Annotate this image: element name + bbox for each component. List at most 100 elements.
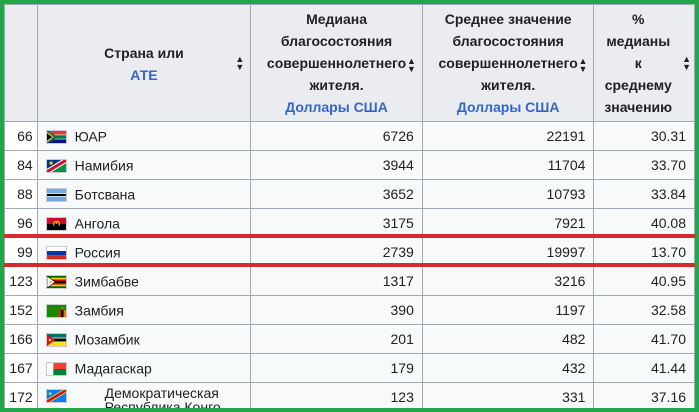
botswana-flag-icon	[45, 187, 67, 202]
ratio-header-line: %	[632, 11, 645, 27]
table-row: 84 Намибия 3944 11704 33.70	[4, 150, 695, 180]
country-name[interactable]: Намибия	[74, 157, 134, 174]
mean-cell: 10793	[421, 179, 595, 209]
ratio-cell: 30.31	[593, 121, 695, 151]
table-row: 123 Зимбабве 1317 3216 40.95	[4, 266, 695, 296]
ratio-header-line: медианы	[606, 33, 671, 49]
country-cell[interactable]: ЮАР	[36, 121, 252, 151]
ratio-header-line: значению	[604, 99, 673, 115]
table-row: 66 ЮАР 6726 22191 30.31	[4, 121, 695, 151]
sort-arrows-icon[interactable]: ▲ ▼	[406, 56, 416, 74]
median-header-line: жителя.	[309, 77, 364, 93]
country-name[interactable]: Ботсвана	[74, 186, 136, 203]
mean-cell: 482	[421, 324, 595, 354]
table-row: 152 Замбия 390 1197 32.58	[4, 295, 695, 325]
russia-flag-icon	[45, 245, 67, 260]
ratio-header-line: к	[634, 55, 642, 71]
ratio-cell: 32.58	[593, 295, 695, 325]
mean-header-line: благосостояния	[452, 33, 564, 49]
country-cell[interactable]: Демократическая Республика Конго	[36, 382, 252, 412]
ratio-cell: 40.95	[593, 266, 695, 296]
table-header-row: Страна или АТЕ ▲ ▼ Медиана благосостояния…	[4, 4, 695, 122]
rank-cell: 99	[4, 237, 38, 267]
rank-cell: 88	[4, 179, 38, 209]
mean-cell: 19997	[421, 237, 595, 267]
country-name[interactable]: Ангола	[74, 215, 120, 232]
ate-link[interactable]: АТЕ	[130, 67, 158, 83]
wealth-table: Страна или АТЕ ▲ ▼ Медиана благосостояния…	[4, 4, 695, 412]
country-cell[interactable]: Зимбабве	[36, 266, 252, 296]
median-cell: 2739	[250, 237, 423, 267]
table-row: 99 Россия 2739 19997 13.70	[4, 237, 695, 267]
south-africa-flag-icon	[45, 129, 67, 144]
country-cell[interactable]: Намибия	[36, 150, 252, 180]
country-cell[interactable]: Мадагаскар	[36, 353, 252, 383]
country-cell[interactable]: Ангола	[36, 208, 252, 238]
mean-header[interactable]: Среднее значение благосостояния совершен…	[421, 4, 595, 122]
median-currency-link[interactable]: Доллары США	[285, 99, 388, 115]
ratio-cell: 40.08	[593, 208, 695, 238]
median-cell: 123	[250, 382, 423, 408]
median-cell: 6726	[250, 121, 423, 151]
median-cell: 1317	[250, 266, 423, 296]
mean-header-line: жителя.	[481, 77, 536, 93]
country-name[interactable]: Демократическая Республика Конго	[104, 385, 221, 412]
mean-cell: 7921	[421, 208, 595, 238]
rank-header	[4, 4, 38, 122]
country-name[interactable]: ЮАР	[74, 128, 108, 145]
ratio-cell: 41.70	[593, 324, 695, 354]
namibia-flag-icon	[45, 158, 67, 173]
country-name-line: Республика Конго	[104, 399, 221, 412]
ratio-cell: 33.70	[593, 150, 695, 180]
mean-cell: 331	[421, 382, 595, 408]
highlight-line-top	[4, 234, 695, 238]
country-name[interactable]: Замбия	[74, 302, 124, 319]
country-header[interactable]: Страна или АТЕ ▲ ▼	[36, 4, 252, 122]
mean-header-line: совершеннолетнего	[438, 55, 578, 71]
median-cell: 3175	[250, 208, 423, 238]
ratio-header-line: среднему	[604, 77, 672, 93]
country-cell[interactable]: Ботсвана	[36, 179, 252, 209]
country-name[interactable]: Мозамбик	[74, 331, 140, 348]
ratio-cell: 41.44	[593, 353, 695, 383]
median-header[interactable]: Медиана благосостояния совершеннолетнего…	[250, 4, 423, 122]
table-row: 96 Ангола 3175 7921 40.08	[4, 208, 695, 238]
country-cell[interactable]: Россия	[36, 237, 252, 267]
rank-cell: 166	[4, 324, 38, 354]
sort-arrows-icon[interactable]: ▲ ▼	[235, 54, 245, 72]
ratio-cell: 37.16	[593, 382, 695, 408]
country-header-title: Страна или	[104, 45, 184, 61]
median-cell: 390	[250, 295, 423, 325]
madagascar-flag-icon	[45, 361, 67, 376]
country-name[interactable]: Россия	[74, 244, 121, 261]
mean-cell: 1197	[421, 295, 595, 325]
median-header-line: Медиана	[306, 11, 368, 27]
zambia-flag-icon	[45, 303, 67, 318]
table-row: 167 Мадагаскар 179 432 41.44	[4, 353, 695, 383]
sort-arrows-icon[interactable]: ▲ ▼	[578, 56, 588, 74]
country-name[interactable]: Мадагаскар	[74, 360, 152, 377]
mean-cell: 22191	[421, 121, 595, 151]
ratio-header[interactable]: % медианы к среднему значению ▲ ▼	[593, 4, 695, 122]
mean-cell: 432	[421, 353, 595, 383]
sort-arrows-icon[interactable]: ▲ ▼	[682, 54, 691, 72]
mean-header-line: Среднее значение	[444, 11, 572, 27]
mean-cell: 3216	[421, 266, 595, 296]
median-cell: 3944	[250, 150, 423, 180]
dr-congo-flag-icon	[45, 389, 67, 403]
mozambique-flag-icon	[45, 332, 67, 347]
country-name-line: Демократическая	[104, 385, 219, 401]
table-row: 166 Мозамбик 201 482 41.70	[4, 324, 695, 354]
country-cell[interactable]: Мозамбик	[36, 324, 252, 354]
rank-cell: 172	[4, 382, 38, 408]
zimbabwe-flag-icon	[45, 274, 67, 289]
rank-cell: 152	[4, 295, 38, 325]
ratio-cell: 33.84	[593, 179, 695, 209]
ratio-cell: 13.70	[593, 237, 695, 267]
highlight-line-bottom	[4, 263, 695, 267]
mean-currency-link[interactable]: Доллары США	[456, 99, 560, 115]
country-cell[interactable]: Замбия	[36, 295, 252, 325]
country-name[interactable]: Зимбабве	[74, 273, 139, 290]
median-header-line: совершеннолетнего	[266, 55, 407, 71]
